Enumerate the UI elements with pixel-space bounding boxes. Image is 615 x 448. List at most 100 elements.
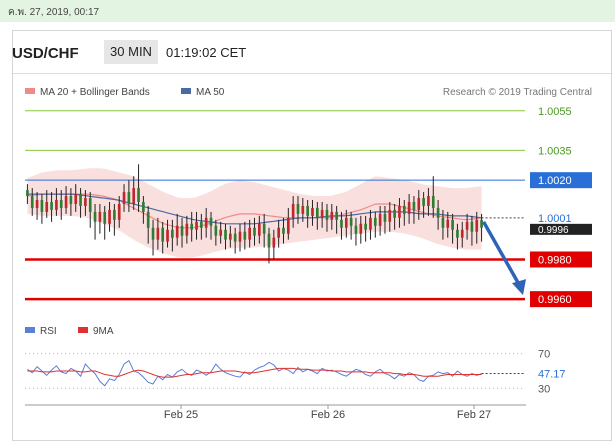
time-tick-label-0: Feb 25 bbox=[164, 409, 198, 421]
level-tag-label-3: 0.9980 bbox=[538, 254, 572, 266]
candle-body-13 bbox=[88, 198, 92, 212]
candle-body-18 bbox=[113, 209, 116, 220]
rsi-line bbox=[27, 359, 482, 387]
candle-body-64 bbox=[335, 211, 338, 220]
credit-label: Research © 2019 Trading Central bbox=[443, 87, 592, 98]
candle-body-49 bbox=[262, 223, 266, 234]
candle-body-77 bbox=[398, 205, 401, 218]
candle-body-62 bbox=[325, 209, 329, 220]
rsi-ma-legend-swatch bbox=[78, 327, 88, 333]
current-price-alt-label: 0.9996 bbox=[538, 225, 569, 236]
candle-body-40 bbox=[219, 229, 223, 236]
level-tag-4 bbox=[530, 291, 592, 308]
candle-body-0 bbox=[26, 190, 29, 197]
candle-body-55 bbox=[291, 203, 295, 218]
bb-legend-label: MA 20 + Bollinger Bands bbox=[40, 87, 150, 98]
candle-body-93 bbox=[475, 219, 479, 232]
rsi-legend-swatch bbox=[25, 327, 35, 333]
candle-body-10 bbox=[74, 194, 78, 204]
header-divider bbox=[13, 73, 611, 74]
candle-body-38 bbox=[209, 217, 213, 226]
level-tag-2 bbox=[530, 172, 592, 189]
candle-body-26 bbox=[151, 227, 155, 240]
candle-body-19 bbox=[117, 203, 121, 220]
candle-body-9 bbox=[69, 196, 73, 204]
candle-body-23 bbox=[137, 188, 140, 202]
candle-body-2 bbox=[35, 200, 39, 208]
candle-body-50 bbox=[267, 233, 271, 248]
candle-body-48 bbox=[258, 223, 261, 236]
candle-body-44 bbox=[238, 231, 242, 242]
time-tick-label-1: Feb 26 bbox=[311, 409, 345, 421]
candle-body-12 bbox=[84, 198, 87, 206]
candle-body-90 bbox=[460, 229, 464, 238]
candle-body-61 bbox=[320, 209, 324, 218]
ma50-legend-swatch bbox=[181, 88, 191, 94]
candle-body-51 bbox=[272, 237, 276, 248]
candle-body-94 bbox=[480, 219, 483, 228]
candle-body-28 bbox=[161, 227, 165, 242]
candle-body-66 bbox=[344, 217, 348, 228]
level-tag-1 bbox=[530, 142, 592, 159]
bb-legend-swatch bbox=[25, 88, 35, 94]
candle-body-16 bbox=[103, 211, 107, 224]
candle-body-22 bbox=[132, 188, 136, 204]
candle-body-24 bbox=[142, 201, 145, 212]
candle-body-27 bbox=[156, 227, 160, 240]
candle-body-32 bbox=[180, 225, 184, 236]
candle-body-72 bbox=[373, 217, 377, 226]
candle-body-43 bbox=[233, 233, 237, 242]
candle-body-58 bbox=[306, 205, 309, 216]
rsi-current-label: 47.17 bbox=[538, 368, 566, 380]
candle-body-1 bbox=[30, 196, 34, 208]
rsi-ma-line bbox=[27, 367, 482, 378]
candle-body-39 bbox=[214, 225, 218, 236]
current-price-alt-tag bbox=[530, 223, 592, 235]
candle-body-6 bbox=[55, 200, 58, 210]
candle-body-30 bbox=[171, 229, 174, 238]
clock-readout: 01:19:02 CET bbox=[166, 45, 247, 60]
time-tick-label-2: Feb 27 bbox=[457, 409, 491, 421]
forecast-arrow-shaft bbox=[482, 220, 522, 288]
candle-body-46 bbox=[248, 227, 251, 240]
candle-body-65 bbox=[340, 219, 343, 228]
candle-body-86 bbox=[441, 217, 445, 228]
candle-body-88 bbox=[451, 219, 454, 230]
candle-body-54 bbox=[286, 217, 290, 234]
candle-body-8 bbox=[64, 196, 68, 208]
candle-body-34 bbox=[190, 223, 194, 230]
candle-body-36 bbox=[200, 221, 203, 228]
candle-body-7 bbox=[59, 200, 63, 208]
rsi-legend-label: RSI bbox=[40, 326, 57, 337]
candle-body-83 bbox=[427, 196, 430, 206]
candle-body-79 bbox=[407, 201, 411, 214]
candle-body-67 bbox=[349, 217, 353, 226]
candle-body-92 bbox=[470, 221, 474, 232]
candle-body-60 bbox=[315, 207, 319, 218]
candle-body-85 bbox=[436, 207, 440, 218]
candle-body-21 bbox=[127, 192, 131, 204]
candle-body-11 bbox=[79, 194, 82, 206]
candle-body-15 bbox=[98, 211, 102, 222]
candle-body-81 bbox=[417, 198, 421, 210]
pair-title: USD/CHF bbox=[12, 45, 79, 62]
candle-body-59 bbox=[311, 207, 314, 216]
candle-body-29 bbox=[166, 229, 169, 242]
candle-body-71 bbox=[369, 217, 372, 230]
candle-body-69 bbox=[359, 223, 363, 234]
candle-body-57 bbox=[301, 205, 305, 214]
date-bar: ค.พ. 27, 2019, 00:17 bbox=[0, 0, 615, 22]
level-tag-0 bbox=[530, 102, 592, 119]
level-tag-label-0: 1.0055 bbox=[538, 106, 572, 118]
timeframe-badge[interactable]: 30 MIN bbox=[104, 40, 158, 64]
level-tag-label-4: 0.9960 bbox=[538, 294, 572, 306]
candle-body-91 bbox=[465, 221, 469, 230]
candle-body-80 bbox=[412, 201, 416, 210]
candle-body-53 bbox=[282, 227, 285, 234]
candle-body-33 bbox=[185, 223, 189, 236]
candle-body-52 bbox=[277, 227, 280, 238]
candle-body-20 bbox=[122, 192, 126, 204]
candle-body-5 bbox=[50, 201, 53, 210]
rsi-level-label-0: 70 bbox=[538, 349, 550, 361]
